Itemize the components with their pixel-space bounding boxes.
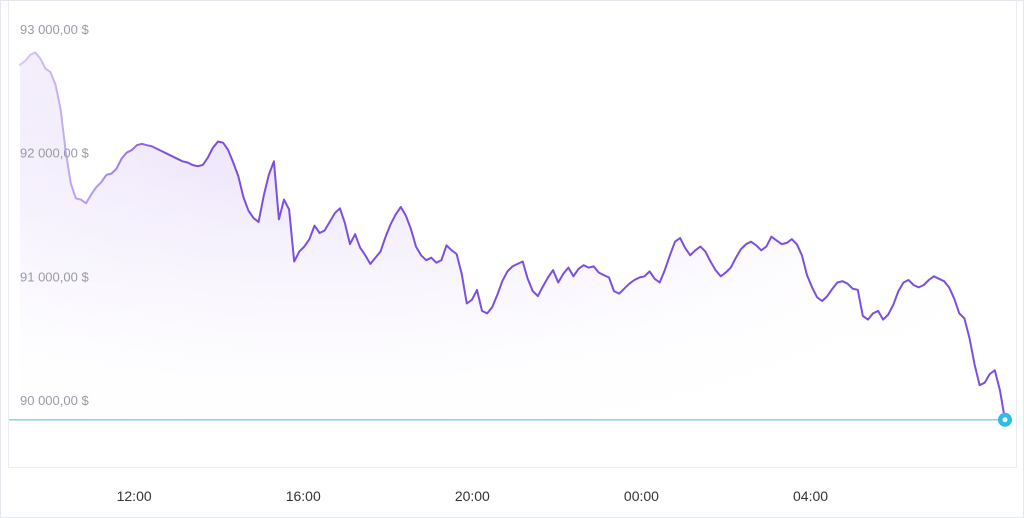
x-tick-label: 20:00 [455, 488, 490, 504]
price-line [19, 51, 1006, 421]
x-tick-label: 00:00 [624, 488, 659, 504]
current-price-marker [998, 412, 1012, 427]
x-tick-label: 12:00 [117, 488, 152, 504]
marker-inner [1002, 417, 1008, 423]
x-tick-label: 04:00 [793, 488, 828, 504]
area-fade [20, 52, 1005, 468]
x-tick-label: 16:00 [286, 488, 321, 504]
series-line [19, 51, 1006, 421]
y-axis: 90 000,00 $ 91 000,00 $ 92 000,00 $ 93 000,… [20, 22, 89, 408]
y-tick-label: 93 000,00 $ [20, 22, 89, 37]
y-tick-label: 90 000,00 $ [20, 393, 89, 408]
x-axis: 12:00 16:00 20:00 00:00 04:00 [117, 488, 829, 504]
area-fill [20, 52, 1005, 468]
y-tick-label: 91 000,00 $ [20, 269, 89, 284]
y-tick-label: 92 000,00 $ [20, 146, 89, 161]
